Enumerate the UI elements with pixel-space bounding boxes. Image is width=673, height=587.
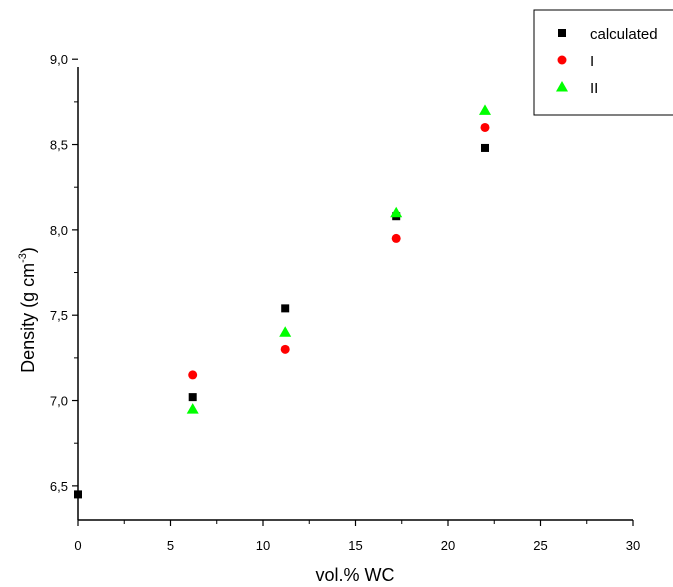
y-axis-title: Density (g cm-3) [17,247,38,373]
data-point-square [481,143,489,152]
data-point-circle [480,122,490,132]
y-ticks: 6,5 7,0 7,5 8,0 8,5 9,0 [50,52,78,494]
data-point-triangle [186,403,199,414]
data-point-square [281,304,290,313]
y-tick-label: 9,0 [50,52,68,67]
data-point-circle [391,233,401,243]
axes [77,67,633,521]
x-tick-label: 20 [441,538,455,553]
data-point-triangle [279,326,292,337]
legend-marker-square [558,29,566,37]
y-tick-label: 8,0 [50,223,68,238]
x-tick-label: 10 [256,538,270,553]
x-tick-label: 5 [167,538,174,553]
y-tick-label: 7,0 [50,394,68,409]
data-point-circle [188,370,198,380]
y-axis-title-superscript: -3 [17,253,29,263]
legend-label: calculated [590,26,658,43]
data-point-square [188,393,197,402]
y-axis-title-suffix: ) [18,247,38,253]
y-axis-title-main: Density (g cm [18,263,38,373]
x-axis-title: vol.% WC [315,565,394,585]
legend-label: II [590,80,598,97]
data-point-square [74,490,82,499]
x-tick-label: 0 [74,538,81,553]
legend-marker-circle [557,55,567,65]
x-ticks: 0 5 10 15 20 25 30 [74,520,640,553]
data-markers [74,63,579,499]
x-tick-label: 30 [626,538,640,553]
x-tick-label: 25 [533,538,547,553]
y-tick-label: 6,5 [50,479,68,494]
x-tick-label: 15 [348,538,362,553]
data-point-triangle [390,206,403,218]
legend-box [533,9,673,116]
legend-label: I [590,53,594,70]
y-tick-label: 8,5 [50,138,68,153]
data-point-circle [280,344,290,354]
data-point-triangle [479,104,491,115]
legend-marker-triangle [556,81,568,92]
y-tick-label: 7,5 [50,308,68,323]
